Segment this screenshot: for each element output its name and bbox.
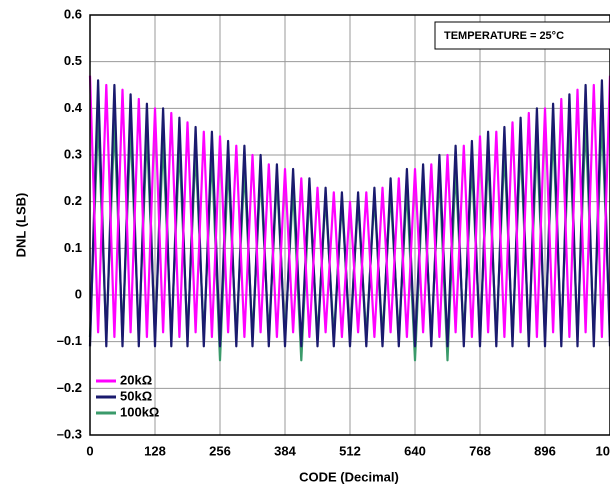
x-tick-label: 640 <box>404 443 426 458</box>
y-tick-label: 0.6 <box>64 6 82 21</box>
y-axis-label: DNL (LSB) <box>13 193 28 258</box>
y-tick-label: –0.1 <box>57 333 82 348</box>
x-tick-label: 512 <box>339 443 361 458</box>
y-tick-label: 0.3 <box>64 146 82 161</box>
legend-label: 20kΩ <box>120 372 152 387</box>
x-tick-label: 256 <box>209 443 231 458</box>
series-line <box>88 79 610 348</box>
y-tick-label: –0.2 <box>57 380 82 395</box>
annotation: TEMPERATURE = 25°C <box>444 30 564 42</box>
y-tick-label: 0.4 <box>64 100 83 115</box>
y-tick-label: 0.1 <box>64 240 82 255</box>
x-tick-label: 1024 <box>596 443 610 458</box>
x-tick-label: 128 <box>144 443 166 458</box>
y-tick-label: 0 <box>75 286 82 301</box>
x-tick-label: 384 <box>274 443 296 458</box>
x-tick-label: 0 <box>86 443 93 458</box>
y-tick-label: 0.5 <box>64 53 82 68</box>
y-tick-label: 0.2 <box>64 193 82 208</box>
legend-label: 50kΩ <box>120 388 152 403</box>
x-axis-label: CODE (Decimal) <box>299 469 399 484</box>
plot-border <box>89 14 610 436</box>
series-line <box>88 75 610 339</box>
y-tick-label: –0.3 <box>57 426 82 441</box>
annotation-box <box>434 21 610 50</box>
x-tick-label: 896 <box>534 443 556 458</box>
legend-label: 100kΩ <box>120 404 159 419</box>
x-tick-label: 768 <box>469 443 491 458</box>
